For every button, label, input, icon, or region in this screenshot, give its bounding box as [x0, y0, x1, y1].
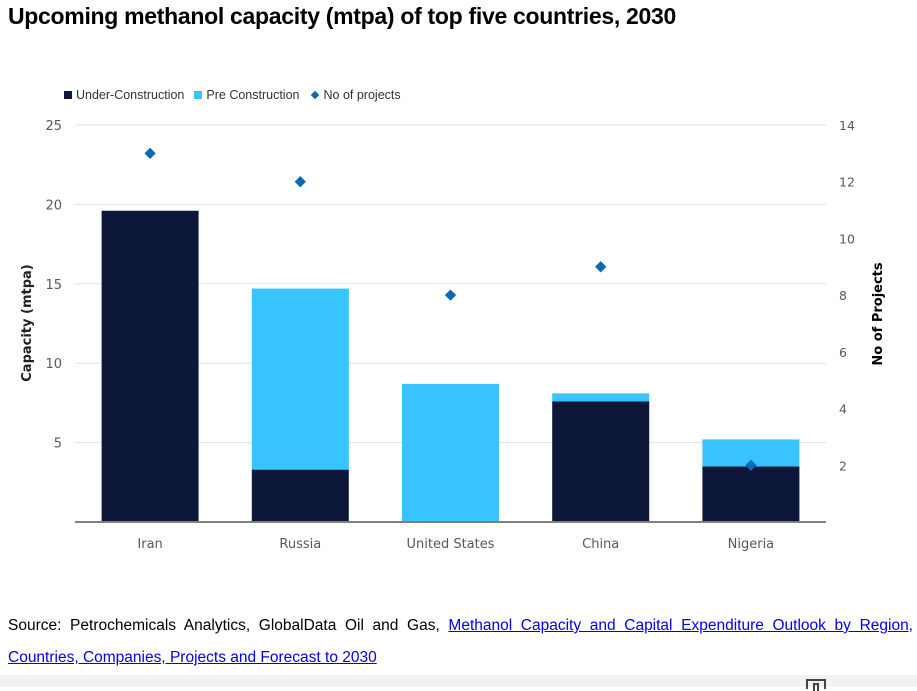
y2-tick-label: 14: [839, 118, 855, 133]
project-markers: [144, 147, 757, 471]
legend-label: No of projects: [323, 88, 401, 102]
legend-item-under-construction: Under-Construction: [64, 88, 184, 102]
y2-tick-label: 2: [839, 458, 847, 473]
source-report-link[interactable]: Methanol Capacity and Capital Expenditur…: [8, 617, 913, 666]
bar-under-construction: [552, 401, 650, 522]
x-tick-label: China: [582, 537, 619, 552]
gridlines: [75, 124, 826, 444]
source-prefix: Source: Petrochemicals Analytics, Global…: [8, 617, 449, 634]
y2-tick-label: 10: [839, 231, 855, 246]
legend-item-projects: No of projects: [310, 88, 401, 102]
bar-under-construction: [251, 469, 349, 522]
y-tick-label: 5: [54, 437, 62, 452]
legend-label: Pre Construction: [206, 88, 300, 102]
bar-pre-construction: [402, 383, 499, 522]
y-tick-label: 15: [45, 278, 62, 293]
y2-tick-label: 4: [839, 402, 847, 417]
bottom-toolbar: [0, 675, 917, 687]
bar-pre-construction: [251, 288, 349, 470]
project-marker: [595, 261, 607, 273]
legend-item-pre-construction: Pre Construction: [194, 88, 300, 102]
chart-legend: Under-Construction Pre Construction No o…: [64, 88, 401, 102]
axes: 5 10 15 20 25 2 4 6 8 10 12 14 Iran Russia United Stat…: [20, 118, 886, 552]
bars: [101, 210, 800, 522]
project-marker: [745, 459, 757, 471]
x-tick-label: United States: [406, 537, 494, 552]
y2-axis-title: No of Projects: [871, 262, 886, 366]
expand-icon[interactable]: [806, 679, 826, 691]
legend-swatch-under-construction: [64, 91, 72, 99]
chart-plot: 5 10 15 20 25 2 4 6 8 10 12 14 Iran Russia United Stat…: [20, 118, 886, 552]
y-tick-label: 25: [45, 119, 62, 134]
y2-tick-label: 6: [839, 345, 847, 360]
x-tick-label: Russia: [279, 537, 321, 552]
source-note: Source: Petrochemicals Analytics, Global…: [8, 610, 913, 674]
y2-tick-label: 12: [839, 175, 855, 190]
project-marker: [144, 147, 156, 160]
y-tick-label: 10: [45, 357, 62, 372]
y2-tick-label: 8: [839, 288, 847, 303]
project-marker: [294, 176, 306, 188]
legend-label: Under-Construction: [76, 88, 185, 102]
project-marker: [444, 289, 457, 301]
x-tick-label: Iran: [137, 537, 162, 552]
bar-under-construction: [702, 466, 800, 522]
legend-swatch-pre-construction: [194, 91, 203, 99]
x-tick-label: Nigeria: [728, 537, 775, 552]
bar-under-construction: [101, 210, 199, 522]
bar-pre-construction: [552, 393, 650, 402]
y-axis-title: Capacity (mtpa): [20, 264, 35, 382]
chart-title: Upcoming methanol capacity (mtpa) of top…: [8, 3, 676, 29]
y-tick-label: 20: [45, 198, 62, 213]
